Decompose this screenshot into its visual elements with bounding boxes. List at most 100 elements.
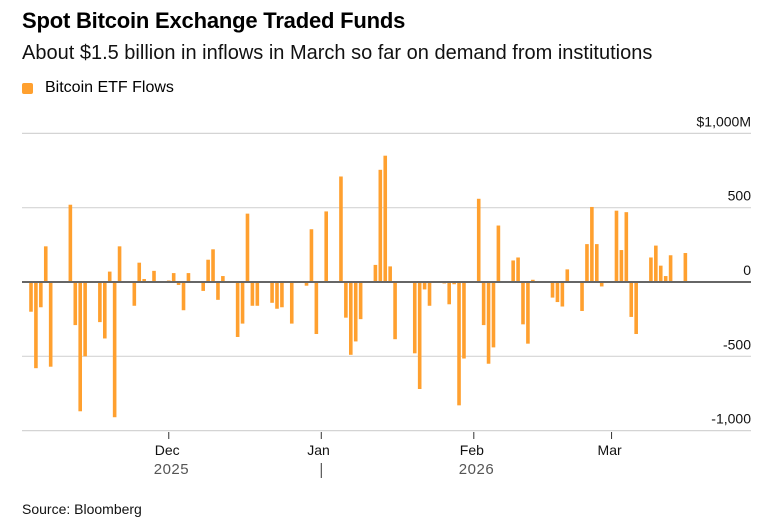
bar (78, 282, 82, 412)
bar (476, 198, 481, 282)
y-tick-label: 500 (728, 188, 752, 204)
x-tick-label: Jan (307, 442, 330, 458)
bar (181, 282, 186, 311)
bar (550, 282, 555, 298)
bar (289, 282, 294, 324)
bar (595, 244, 599, 282)
legend-swatch (22, 82, 33, 94)
bar (211, 249, 215, 282)
x-tick-label: Feb (460, 442, 484, 458)
bar (43, 246, 48, 282)
bar (649, 257, 653, 282)
bar (668, 255, 673, 282)
chart-subtitle: About $1.5 billion in inflows in March s… (22, 42, 653, 64)
bar (555, 282, 560, 303)
bar (481, 282, 486, 326)
bar (683, 253, 688, 282)
bar (73, 282, 78, 326)
bar (427, 282, 432, 306)
bar (383, 155, 388, 282)
bar (521, 282, 525, 325)
legend-label: Bitcoin ETF Flows (45, 79, 174, 96)
bar (245, 213, 250, 282)
bar (152, 270, 156, 282)
bar (304, 282, 309, 286)
bar (486, 282, 491, 364)
bar (142, 279, 146, 282)
bar (39, 282, 43, 308)
bar (171, 273, 176, 282)
bars (29, 155, 688, 418)
chart-title: Spot Bitcoin Exchange Traded Funds (22, 8, 406, 33)
bar (496, 225, 501, 282)
bar (107, 271, 112, 282)
bar (83, 282, 87, 357)
bar (176, 282, 181, 285)
bar (452, 282, 456, 285)
y-tick-label: -500 (723, 336, 751, 352)
bar (565, 269, 570, 282)
bar (309, 229, 314, 282)
gridlines (22, 132, 751, 432)
bar (580, 282, 584, 311)
bar (280, 282, 284, 308)
bar (516, 257, 520, 282)
bar (560, 282, 565, 307)
bar (491, 282, 496, 348)
bar (98, 282, 102, 323)
bar (663, 276, 668, 282)
bar (511, 260, 515, 282)
x-year-label: 2026 (459, 461, 494, 478)
x-tick-label: Mar (598, 442, 622, 458)
y-axis: $1,000M 500 0 -500 -1,000 (697, 113, 752, 426)
bar (240, 282, 245, 324)
legend: Bitcoin ETF Flows (22, 79, 174, 97)
bar (457, 282, 461, 406)
bar (235, 282, 240, 337)
bar (378, 169, 383, 282)
bar (34, 282, 38, 369)
bar (373, 264, 378, 282)
x-axis: Dec 2025 Jan Feb 2026 Mar (154, 432, 622, 478)
bar (629, 282, 634, 317)
bar (353, 282, 358, 342)
bar (117, 246, 122, 282)
bar (634, 282, 638, 335)
bar (412, 282, 417, 354)
source-note: Source: Bloomberg (22, 501, 142, 517)
bar (339, 176, 343, 282)
bar (255, 282, 260, 306)
bar (422, 282, 427, 290)
x-tick-label: Dec (155, 442, 180, 458)
bar (599, 282, 604, 287)
bar (590, 206, 594, 282)
bar (619, 250, 624, 282)
bar (462, 282, 466, 359)
bar (29, 282, 33, 312)
y-tick-label: 0 (743, 262, 751, 278)
bar (206, 259, 210, 282)
bar (417, 282, 422, 389)
bar (344, 282, 348, 318)
bar (393, 282, 397, 340)
bar (349, 282, 353, 355)
bar (624, 212, 629, 282)
bar (221, 276, 225, 282)
bar (314, 282, 319, 335)
bar (654, 245, 658, 282)
bar (68, 204, 73, 282)
bar (137, 262, 142, 282)
bar (112, 282, 117, 418)
bar (132, 282, 137, 306)
bar (526, 282, 530, 344)
bar (103, 282, 107, 339)
bar (216, 282, 220, 300)
x-year-label: 2025 (154, 461, 189, 478)
bar (186, 273, 191, 282)
bar (447, 282, 451, 305)
bar (324, 211, 328, 282)
bar (250, 282, 255, 306)
bar (48, 282, 53, 367)
y-tick-label: $1,000M (697, 113, 751, 129)
